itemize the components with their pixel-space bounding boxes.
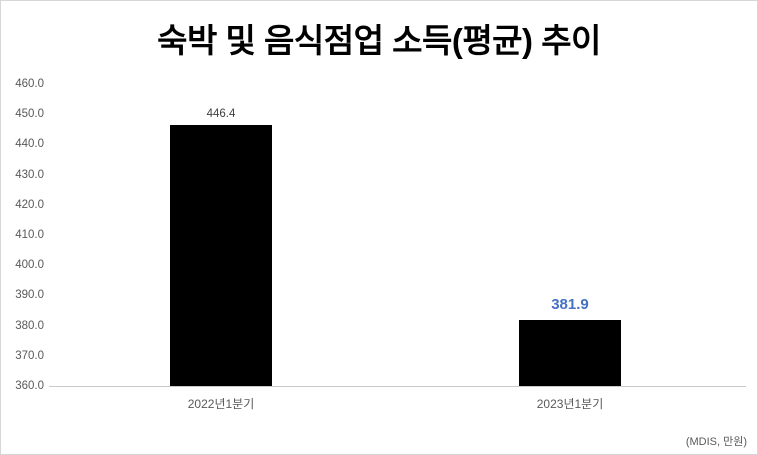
x-axis-line bbox=[49, 386, 746, 387]
y-axis-tick-label: 370.0 bbox=[15, 349, 44, 362]
bar-value-label-2023q1: 381.9 bbox=[551, 295, 589, 313]
y-axis-tick-label: 450.0 bbox=[15, 108, 44, 121]
y-axis: 460.0 450.0 440.0 430.0 420.0 410.0 400.0 390.0… bbox=[1, 1, 44, 454]
bar-value-label-2022q1: 446.4 bbox=[206, 108, 236, 121]
y-axis-tick-label: 440.0 bbox=[15, 138, 44, 151]
y-axis-tick-label: 360.0 bbox=[15, 380, 44, 392]
source-note: (MDIS, 만원) bbox=[685, 436, 747, 448]
bar-2023q1 bbox=[519, 319, 621, 386]
y-axis-tick-label: 460.0 bbox=[15, 78, 44, 90]
y-axis-tick-label: 390.0 bbox=[15, 289, 44, 302]
chart-title: 숙박 및 음식점업 소득(평균) 추이 bbox=[157, 22, 601, 59]
y-axis-tick-label: 420.0 bbox=[15, 198, 44, 211]
y-axis-tick-label: 380.0 bbox=[15, 319, 44, 332]
bar-group-2022q1: 446.4 2022년1분기 bbox=[170, 1, 272, 411]
x-axis-category-label-2022q1: 2022년1분기 bbox=[187, 397, 255, 411]
y-axis-tick-label: 410.0 bbox=[15, 229, 44, 241]
bar-2022q1 bbox=[170, 125, 272, 386]
y-axis-tick-label: 430.0 bbox=[15, 168, 44, 181]
y-axis-tick-label: 400.0 bbox=[15, 259, 44, 272]
bar-group-2023q1: 381.9 2023년1분기 bbox=[519, 1, 621, 411]
x-axis-category-label-2023q1: 2023년1분기 bbox=[536, 397, 604, 411]
